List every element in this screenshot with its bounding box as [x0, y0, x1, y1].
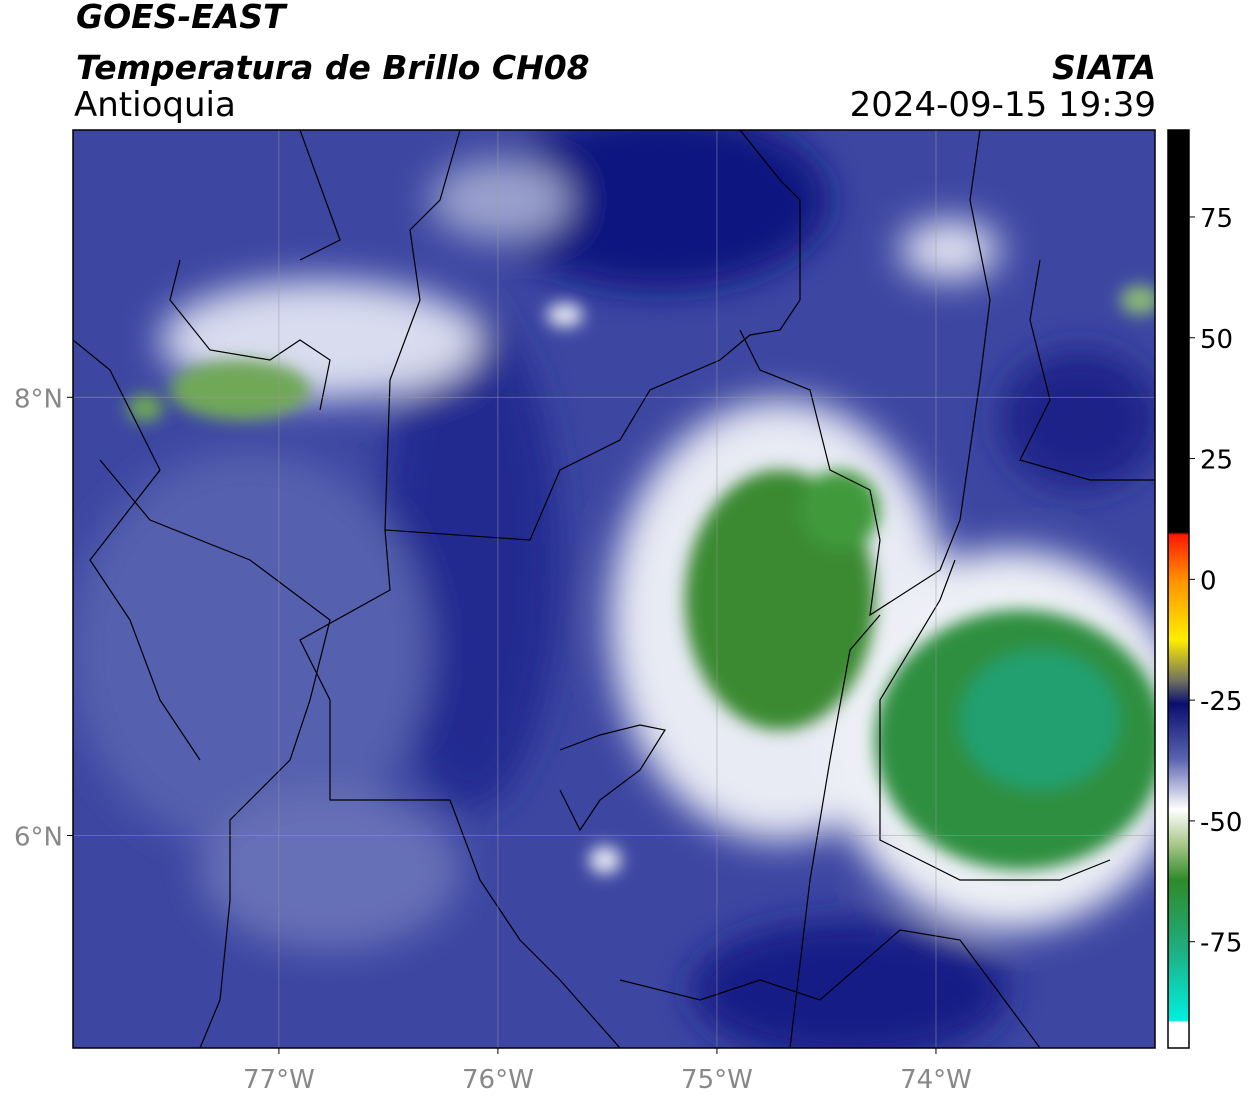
region: Antioquia — [74, 85, 236, 125]
colorbar-tick-label: -50 — [1200, 808, 1242, 838]
colorbar — [1167, 129, 1190, 1049]
y-tick-label: 6°N — [14, 822, 63, 852]
title: GOES-EAST — [76, 0, 288, 36]
x-tick-label: 75°W — [681, 1065, 753, 1095]
datetime: 2024-09-15 19:39 — [850, 85, 1156, 125]
colorbar-tick-label: -75 — [1200, 929, 1242, 959]
colorbar-tick-label: 25 — [1200, 446, 1233, 476]
colorbar-tick-label: -25 — [1200, 687, 1242, 717]
colorbar-tick-label: 75 — [1200, 204, 1233, 234]
colorbar-tick-label: 50 — [1200, 325, 1233, 355]
colorbar-tick-label: 0 — [1200, 566, 1217, 596]
x-tick-label: 74°W — [900, 1065, 972, 1095]
x-tick-label: 76°W — [462, 1065, 534, 1095]
source: SIATA — [1052, 48, 1156, 87]
x-tick-label: 77°W — [243, 1065, 315, 1095]
subtitle: Temperatura de Brillo CH08 — [76, 48, 590, 87]
map-frame — [72, 129, 1156, 1049]
y-tick-label: 8°N — [14, 384, 63, 414]
satellite-image — [73, 130, 1155, 1048]
